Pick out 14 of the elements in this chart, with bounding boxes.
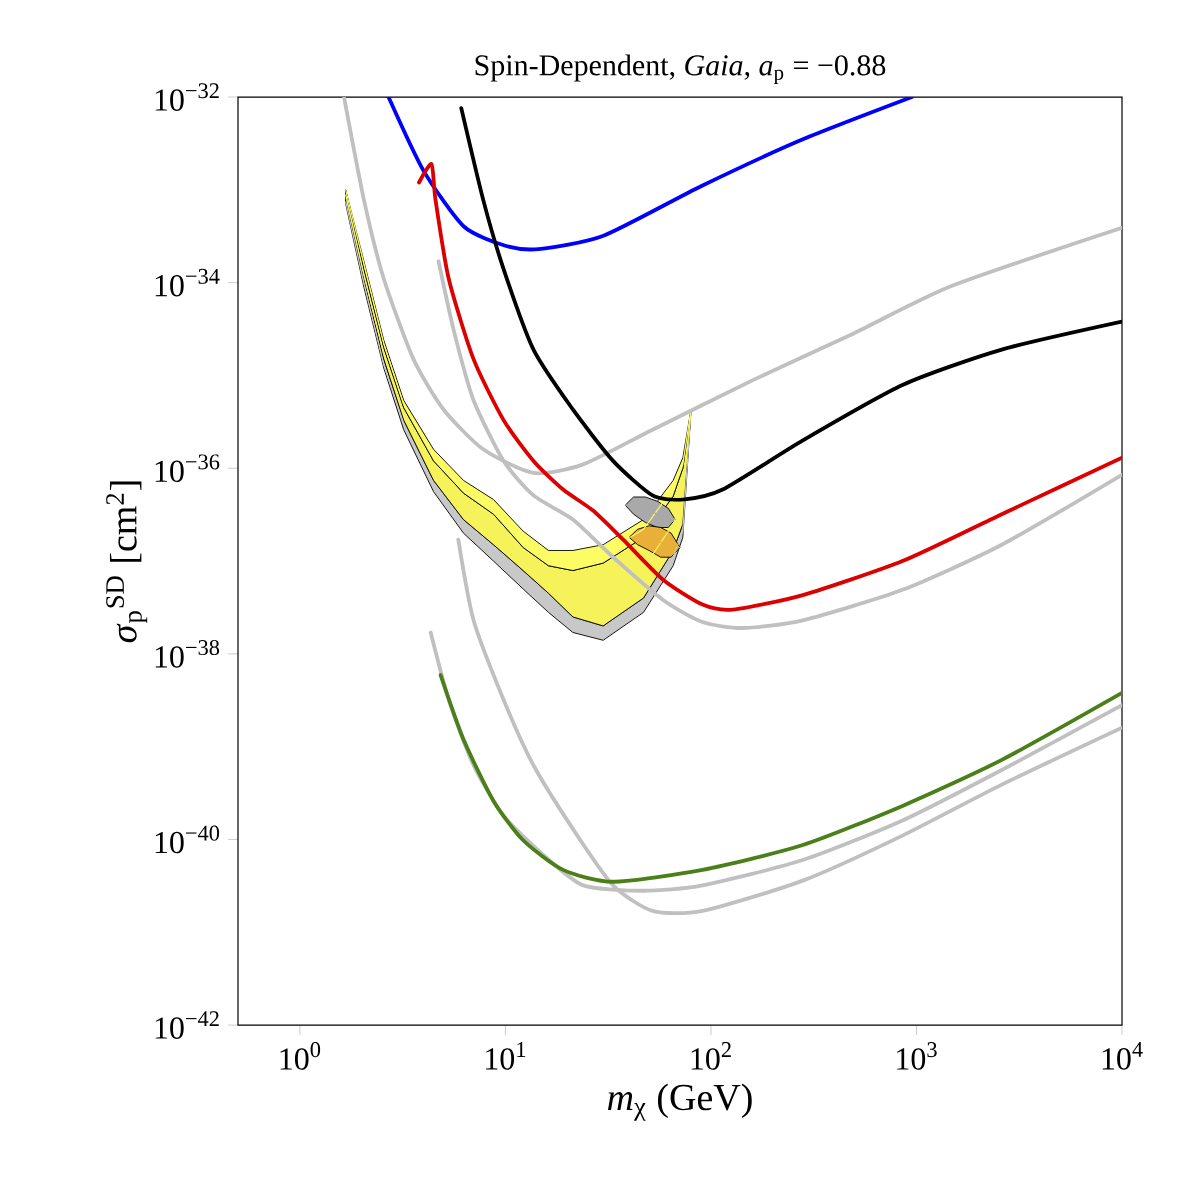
x-tick-label: 10$^{1}$	[486, 1042, 526, 1070]
y-tick-label: 10$^{−38}$	[155, 639, 220, 668]
x-tick-label: 10$^{0}$	[280, 1042, 321, 1070]
x-tick-label: 10$^{4}$	[1102, 1042, 1143, 1070]
y-tick-label: 10$^{−40}$	[155, 825, 220, 854]
x-tick-label: 10$^{2}$	[691, 1042, 731, 1070]
x-tick-label: 10$^{3}$	[897, 1042, 937, 1070]
y-tick-label: 10$^{−32}$	[155, 83, 219, 111]
y-tick-label: 10$^{−42}$	[155, 1011, 219, 1039]
x-axis-title: m$_{χ}$ (GeV)	[607, 1083, 752, 1121]
y-tick-label: 10$^{−34}$	[155, 268, 220, 297]
y-axis-title: σ$_{p}$$^{SD}$ [cm$^{2}$]	[106, 481, 148, 643]
y-tick-label: 10$^{−36}$	[155, 454, 220, 483]
chart-title: Spin-Dependent, Gaia, a$_{p}$ = −0.88	[475, 54, 886, 84]
